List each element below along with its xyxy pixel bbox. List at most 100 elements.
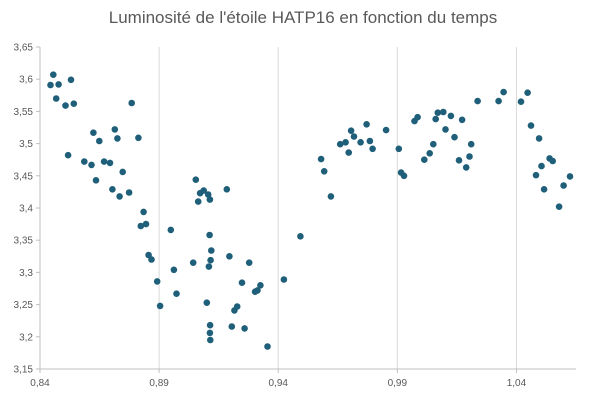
data-point: [382, 126, 390, 134]
data-point: [280, 276, 288, 283]
data-point: [206, 321, 214, 329]
data-point: [538, 162, 545, 170]
chart-title: Luminosité de l'étoile HATP16 en fonctio…: [108, 8, 498, 27]
data-point: [357, 139, 364, 146]
data-point: [203, 299, 211, 307]
data-point: [173, 290, 180, 298]
data-point: [363, 121, 370, 128]
y-tick-label: 3,35: [14, 236, 34, 247]
data-point: [226, 252, 233, 260]
data-point: [342, 139, 349, 146]
data-point: [92, 177, 100, 184]
data-point: [347, 127, 355, 134]
axes: [36, 46, 576, 373]
data-point: [233, 303, 241, 310]
x-tick-label: 0,99: [388, 378, 408, 389]
data-point: [317, 155, 325, 163]
data-point: [125, 189, 133, 196]
data-point: [366, 137, 374, 145]
data-point: [200, 187, 207, 194]
data-point: [114, 135, 121, 142]
y-tick-label: 3,4: [19, 204, 33, 215]
data-point: [540, 186, 548, 193]
data-point: [458, 116, 466, 124]
data-point: [327, 193, 335, 200]
y-tick-label: 3,45: [14, 171, 34, 182]
y-tick-label: 3,2: [19, 332, 33, 343]
data-point: [207, 256, 214, 264]
data-point: [189, 259, 197, 267]
data-point: [474, 97, 481, 105]
x-tick-label: 0,84: [30, 378, 50, 389]
data-point: [128, 99, 135, 107]
data-point: [524, 89, 531, 96]
data-point: [206, 231, 213, 239]
data-point: [395, 145, 403, 153]
data-point: [119, 168, 126, 176]
data-point: [170, 266, 178, 274]
x-tick-label: 0,94: [268, 378, 288, 389]
data-point: [241, 325, 248, 332]
data-point: [153, 278, 161, 285]
y-tick-label: 3,55: [14, 107, 34, 118]
data-point: [462, 164, 470, 171]
data-point: [81, 158, 88, 165]
data-point: [204, 191, 212, 198]
data-point: [208, 247, 215, 254]
data-point: [430, 140, 437, 148]
data-point: [257, 282, 264, 289]
data-point: [100, 158, 108, 165]
data-point: [560, 182, 567, 189]
y-tick-label: 3,6: [19, 75, 33, 86]
data-point: [350, 133, 358, 140]
data-point: [156, 302, 164, 310]
data-point: [64, 151, 72, 159]
data-point: [400, 172, 408, 180]
data-point: [140, 208, 147, 216]
grid-lines: [39, 47, 517, 369]
y-tick-label: 3,65: [14, 43, 34, 54]
x-tick-label: 0,89: [149, 378, 169, 389]
data-point: [228, 323, 236, 330]
data-point: [205, 263, 213, 270]
data-point: [555, 203, 563, 210]
data-point: [320, 168, 328, 175]
y-tick-label: 3,5: [19, 139, 33, 150]
data-point: [245, 259, 253, 267]
data-point: [223, 186, 231, 193]
data-point: [414, 113, 421, 121]
tick-labels: 3,15 3,2 3,25 3,3 3,35 3,4 3,45 3,5 3,55 3,6 3,65 0…: [14, 43, 527, 390]
data-point: [434, 109, 442, 116]
data-point: [207, 336, 214, 344]
data-point: [432, 115, 440, 123]
data-point: [106, 159, 114, 167]
data-point: [135, 134, 142, 142]
data-point: [55, 81, 62, 88]
y-tick-label: 3,15: [14, 365, 34, 376]
data-point: [451, 133, 458, 141]
data-point: [50, 71, 57, 78]
data-point: [297, 233, 304, 240]
data-point: [495, 97, 502, 105]
data-point: [532, 171, 540, 179]
data-point: [206, 329, 214, 337]
data-point: [67, 76, 75, 84]
data-point: [336, 140, 344, 148]
x-tick-label: 1,04: [507, 378, 527, 389]
data-point: [111, 126, 119, 133]
data-point: [447, 112, 455, 120]
data-point: [467, 140, 475, 148]
data-point: [466, 153, 473, 160]
data-point: [116, 193, 123, 200]
data-point: [500, 88, 507, 96]
data-point: [549, 157, 556, 165]
data-point: [52, 95, 60, 102]
data-point: [167, 226, 175, 234]
data-point: [254, 287, 261, 294]
data-point: [440, 108, 447, 116]
data-points: [47, 71, 574, 350]
data-point: [517, 98, 525, 105]
data-point: [264, 343, 271, 350]
